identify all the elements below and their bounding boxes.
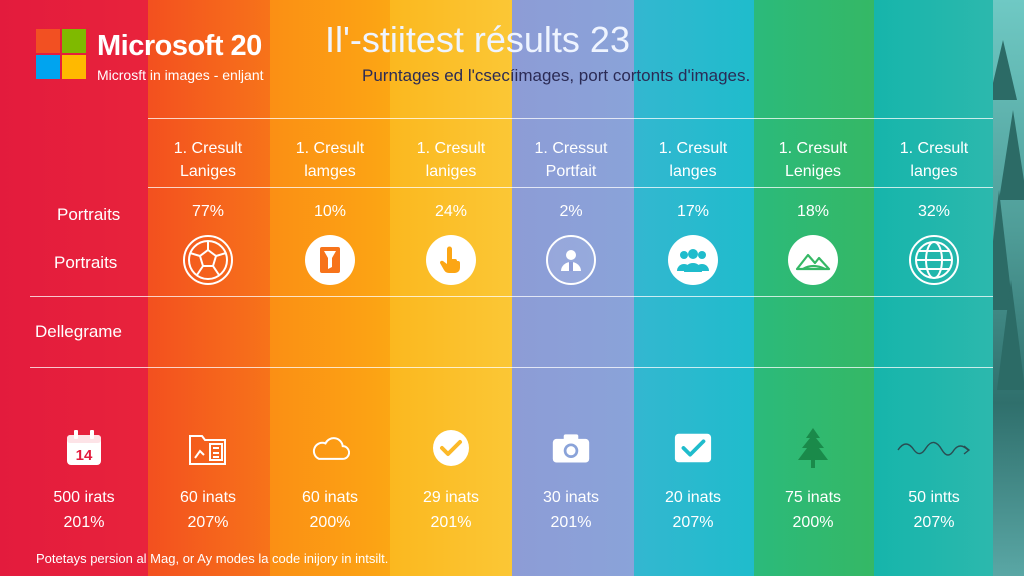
result-column-7: 1. Cresult langes 32% 50 intts 207%	[884, 0, 984, 576]
column-percent: 18%	[796, 203, 830, 220]
left-column: 14 500 irats 201%	[34, 0, 134, 576]
column-heading-line2: lamges	[304, 163, 356, 180]
page-title: Il'-stiitest résults 23	[325, 19, 630, 60]
column-heading-line1: 1. Cressut	[534, 140, 608, 157]
column-percent: 17%	[676, 203, 710, 220]
row-label-portraits-2: Portraits	[54, 253, 118, 272]
column-heading: 1. Cresult langes	[643, 137, 743, 183]
band-orange	[148, 0, 270, 576]
result-column-6: 1. Cresult Leniges 18% 75 inats 200%	[763, 0, 863, 576]
column-heading-line2: laniges	[425, 163, 477, 180]
column-heading-line2: Laniges	[179, 163, 237, 180]
divider-lower	[30, 367, 993, 368]
column-heading-line2: Portfait	[545, 163, 597, 180]
calculator-folder-icon	[188, 428, 228, 468]
globe-icon	[909, 235, 959, 285]
column-percent: 77%	[191, 203, 225, 220]
band-teal	[874, 0, 993, 576]
column-heading-line2: langes	[669, 163, 717, 180]
column-percent: 10%	[313, 203, 347, 220]
band-yellow	[390, 0, 512, 576]
stat-value: 500 irats	[53, 489, 115, 506]
stat-percent: 201%	[550, 514, 592, 531]
stat-percent: 201%	[63, 514, 105, 531]
column-heading: 1. Cresult Leniges	[763, 137, 863, 183]
column-percent: 32%	[917, 203, 951, 220]
column-heading-line1: 1. Cresult	[295, 140, 365, 157]
tree-icon	[793, 428, 833, 468]
row-label-portraits: Portraits	[57, 205, 121, 224]
globe-ball-icon	[183, 235, 233, 285]
result-column-4: 1. Cressut Portfait 2% 30 inats 201%	[521, 0, 621, 576]
squiggle-arrow-icon	[894, 428, 974, 468]
band-lavender	[512, 0, 634, 576]
cloud-icon	[310, 428, 350, 468]
result-column-2: 1. Cresult lamges 10% 60 inats 200%	[280, 0, 380, 576]
stat-value: 30 inats	[542, 489, 600, 506]
group-icon	[668, 235, 718, 285]
stat-value: 20 inats	[664, 489, 722, 506]
result-column-3: 1. Cresult laniges 24% 29 inats 201%	[401, 0, 501, 576]
hand-pointer-icon	[426, 235, 476, 285]
person-icon	[546, 235, 596, 285]
checkmark-icon	[431, 428, 471, 468]
column-heading: 1. Cressut Portfait	[521, 137, 621, 183]
stat-value: 29 inats	[422, 489, 480, 506]
band-red	[0, 0, 148, 576]
column-heading: 1. Cresult lamges	[280, 137, 380, 183]
band-green	[754, 0, 874, 576]
column-heading: 1. Cresult langes	[884, 137, 984, 183]
stat-value: 60 inats	[301, 489, 359, 506]
band-cyan	[634, 0, 754, 576]
stat-percent: 207%	[913, 514, 955, 531]
column-heading-line2: Leniges	[784, 163, 842, 180]
calendar-day: 14	[76, 447, 93, 464]
divider-top	[148, 118, 993, 119]
brand-name: Microsoft 20	[97, 30, 262, 62]
column-heading-line1: 1. Cresult	[658, 140, 728, 157]
document-filter-icon	[305, 235, 355, 285]
stat-percent: 200%	[309, 514, 351, 531]
mountain-icon	[788, 235, 838, 285]
column-heading-line1: 1. Cresult	[173, 140, 243, 157]
band-light-orange	[270, 0, 390, 576]
footer-note: Potetays persion al Mag, or Ay modes la …	[36, 551, 389, 566]
stat-percent: 201%	[430, 514, 472, 531]
page-subtitle: Purntages ed l'csecíimages, port cortont…	[362, 66, 751, 85]
stat-value: 60 inats	[179, 489, 237, 506]
row-label-dellegrame: Dellegrame	[35, 322, 122, 341]
calendar-14-icon: 14	[64, 428, 104, 468]
stat-value: 75 inats	[784, 489, 842, 506]
column-percent: 2%	[559, 203, 583, 220]
column-heading: 1. Cresult laniges	[401, 137, 501, 183]
checkbox-icon	[673, 428, 713, 468]
column-heading-line1: 1. Cresult	[416, 140, 486, 157]
stat-percent: 200%	[792, 514, 834, 531]
divider-mid	[30, 296, 993, 297]
microsoft-logo	[36, 29, 86, 79]
camera-icon	[551, 428, 591, 468]
column-heading-line1: 1. Cresult	[778, 140, 848, 157]
forest-photo	[993, 0, 1024, 576]
result-column-5: 1. Cresult langes 17% 20 inats 207%	[643, 0, 743, 576]
column-heading-line2: langes	[910, 163, 958, 180]
column-heading: 1. Cresult Laniges	[158, 137, 258, 183]
stat-value: 50 intts	[908, 489, 960, 506]
result-column-1: 1. Cresult Laniges 77% 60 inats 207%	[158, 0, 258, 576]
stat-percent: 207%	[672, 514, 714, 531]
column-percent: 24%	[434, 203, 468, 220]
brand-tagline: Microsft in images - enljant	[97, 67, 264, 83]
stat-percent: 207%	[187, 514, 229, 531]
divider-header	[148, 187, 993, 188]
column-heading-line1: 1. Cresult	[899, 140, 969, 157]
